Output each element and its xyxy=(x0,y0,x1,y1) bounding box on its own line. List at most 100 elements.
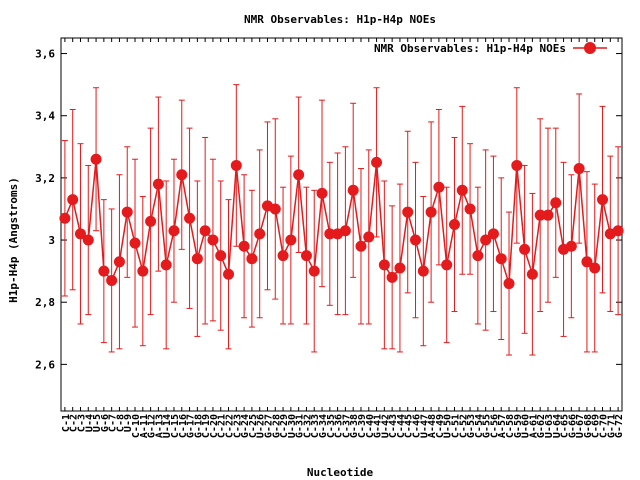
data-point xyxy=(137,265,149,277)
x-tick-label: C-35 xyxy=(326,414,337,438)
x-tick-label: C-2 xyxy=(69,414,80,432)
data-point xyxy=(285,234,297,246)
data-point xyxy=(293,169,305,181)
x-tick-label: C-10 xyxy=(131,414,142,438)
x-tick-label: C-21 xyxy=(217,414,228,438)
x-tick-label: G-34 xyxy=(318,414,329,438)
data-point xyxy=(472,250,484,262)
x-tick-label: C-33 xyxy=(310,414,321,438)
data-point xyxy=(573,163,585,175)
data-point xyxy=(347,184,359,196)
data-point xyxy=(191,253,203,265)
x-tick-label: G-62 xyxy=(536,414,547,438)
data-point xyxy=(448,219,460,230)
data-point xyxy=(597,194,609,206)
x-tick-label: C-46 xyxy=(412,414,423,438)
y-tick-label: 3,6 xyxy=(35,48,55,61)
x-tick-label: C-65 xyxy=(560,414,571,438)
data-point xyxy=(82,234,94,246)
data-point xyxy=(176,169,188,181)
data-point xyxy=(371,156,383,168)
x-tick-label: U-63 xyxy=(544,414,555,438)
data-point xyxy=(441,259,453,271)
data-point xyxy=(238,240,250,252)
x-tick-label: G-38 xyxy=(349,414,360,438)
data-point xyxy=(565,240,577,252)
x-tick-label: U-47 xyxy=(419,414,430,438)
x-tick-label: G-59 xyxy=(513,414,524,438)
x-tick-label: C-54 xyxy=(474,414,485,438)
data-point xyxy=(480,234,492,246)
x-tick-label: C-15 xyxy=(170,414,181,438)
y-tick-label: 2,8 xyxy=(35,296,55,309)
data-point xyxy=(308,265,320,277)
data-point xyxy=(90,153,102,165)
data-point xyxy=(160,259,172,271)
data-point xyxy=(378,259,390,271)
data-point xyxy=(67,194,79,206)
data-point xyxy=(503,278,515,290)
x-tick-label: G-53 xyxy=(466,414,477,438)
data-point xyxy=(394,262,406,274)
x-tick-label: G-55 xyxy=(482,414,493,438)
y-tick-label: 2,6 xyxy=(35,358,55,371)
data-point xyxy=(526,268,538,280)
data-point xyxy=(487,228,499,240)
data-point xyxy=(145,215,157,227)
x-tick-label: C-37 xyxy=(341,414,352,438)
data-point xyxy=(230,159,242,171)
data-point xyxy=(113,256,125,268)
x-tick-label: A-61 xyxy=(528,414,539,438)
x-tick-label: C-25 xyxy=(248,414,259,438)
data-point xyxy=(269,203,281,215)
x-tick-label: U-64 xyxy=(552,414,563,438)
data-point xyxy=(59,212,71,224)
data-point xyxy=(410,234,422,246)
x-tick-label: U-9 xyxy=(123,414,134,432)
x-tick-label: G-68 xyxy=(583,414,594,438)
x-tick-label: U-60 xyxy=(521,414,532,438)
y-axis-label: H1p-H4p (Angstroms) xyxy=(7,177,20,303)
x-tick-label: G-6 xyxy=(100,414,111,432)
x-tick-label: C-49 xyxy=(435,414,446,438)
data-point xyxy=(152,178,164,190)
data-point xyxy=(246,253,258,265)
x-tick-label: C-51 xyxy=(450,414,461,438)
legend-label: NMR Observables: H1p-H4p NOEs xyxy=(374,42,566,55)
x-tick-label: A-48 xyxy=(427,414,438,438)
x-tick-label: C-16 xyxy=(178,414,189,438)
x-tick-label: G-24 xyxy=(240,414,251,438)
x-tick-label: U-26 xyxy=(256,414,267,438)
x-tick-label: U-42 xyxy=(380,414,391,438)
data-point xyxy=(184,212,196,224)
x-tick-label: C-43 xyxy=(388,414,399,438)
x-tick-label: U-30 xyxy=(287,414,298,438)
data-point xyxy=(355,240,367,252)
x-tick-label: A-11 xyxy=(139,414,150,438)
x-tick-label: C-45 xyxy=(404,414,415,438)
data-point xyxy=(129,237,141,249)
x-tick-label: C-32 xyxy=(302,414,313,438)
x-tick-label: G-72 xyxy=(614,414,625,438)
data-point xyxy=(402,206,414,218)
x-tick-label: C-36 xyxy=(334,414,345,438)
x-tick-label: C-56 xyxy=(489,414,500,438)
data-point xyxy=(74,228,86,240)
x-tick-label: C-1 xyxy=(61,414,72,432)
plot-frame xyxy=(60,37,623,412)
data-point xyxy=(277,250,289,262)
legend-marker xyxy=(584,42,596,54)
x-tick-label: C-23 xyxy=(232,414,243,438)
data-point xyxy=(495,253,507,265)
x-tick-label: U-14 xyxy=(162,414,173,438)
data-point xyxy=(98,265,110,277)
x-tick-label: G-66 xyxy=(567,414,578,438)
x-tick-label: C-7 xyxy=(108,414,119,432)
data-point xyxy=(168,225,180,237)
x-tick-label: G-18 xyxy=(193,414,204,438)
x-tick-label: C-29 xyxy=(279,414,290,438)
data-point xyxy=(339,225,351,237)
